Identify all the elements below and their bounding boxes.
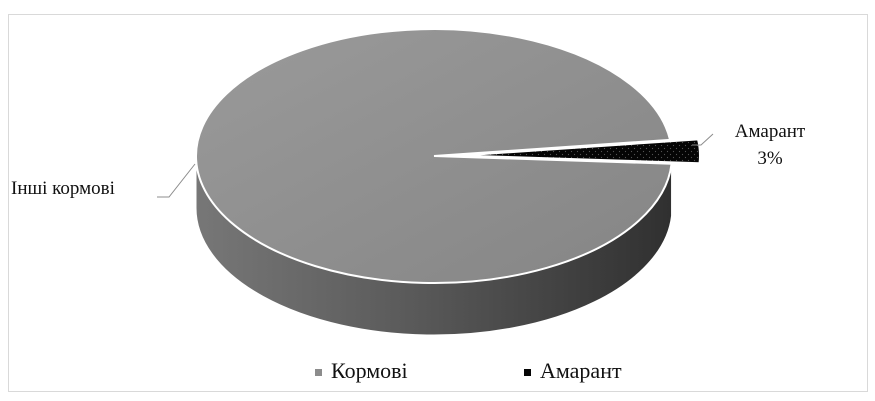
leader-line-amaranth	[692, 133, 714, 146]
legend-marker-feed	[315, 369, 322, 376]
legend-label-amaranth: Амарант	[540, 358, 622, 383]
data-label-amaranth-name: Амарант	[735, 121, 806, 142]
legend-label-feed: Кормові	[331, 358, 408, 383]
legend-marker-amaranth	[524, 369, 531, 376]
pie-slice-amaranth	[461, 138, 701, 165]
pie-slice-feed	[195, 28, 673, 285]
leader-line-feed	[157, 163, 196, 198]
data-label-amaranth-value: 3%	[757, 148, 783, 169]
data-label-feed: Інші кормові	[11, 178, 115, 199]
